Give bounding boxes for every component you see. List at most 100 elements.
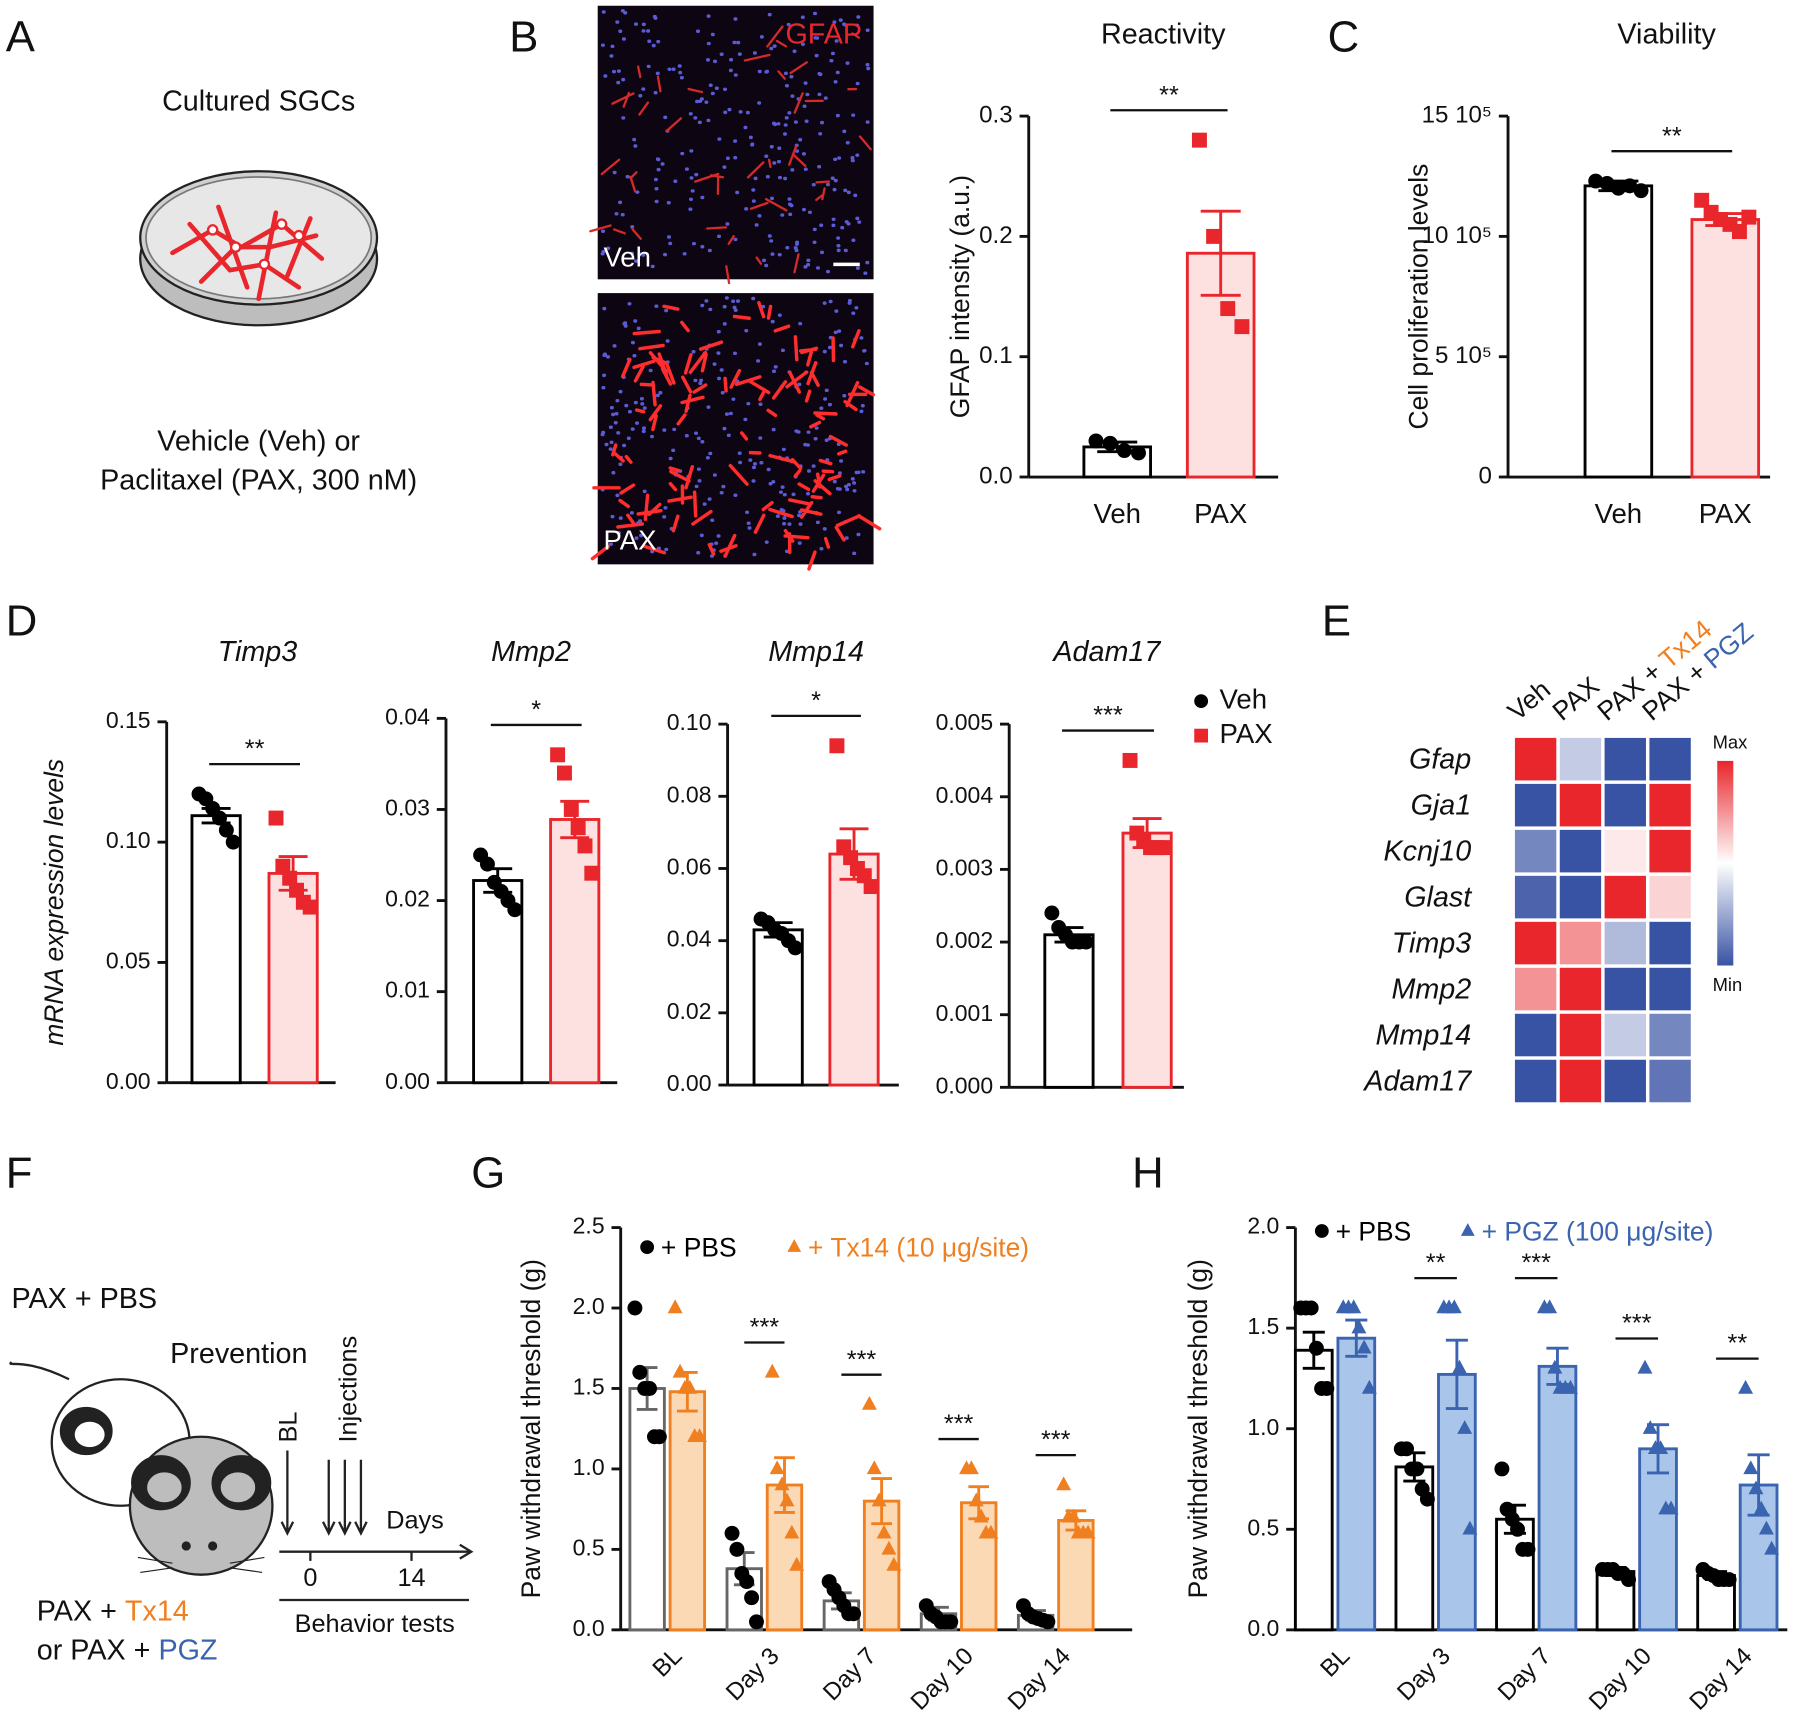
error-bar <box>1200 209 1241 297</box>
data-point <box>1308 1340 1324 1356</box>
data-point <box>863 879 879 895</box>
data-point <box>225 834 241 850</box>
data-point <box>1452 1359 1467 1374</box>
legend-marker <box>1460 1223 1475 1236</box>
y-tick-label: 0.08 <box>667 781 712 807</box>
data-point <box>769 1460 785 1475</box>
significance-label: *** <box>1521 1249 1551 1277</box>
y-tick-label: 1.0 <box>1247 1414 1279 1440</box>
data-point <box>943 1614 959 1630</box>
y-tick-label: 15 10⁵ <box>1422 101 1492 128</box>
x-tick-label: PAX <box>1699 498 1752 529</box>
bar <box>1121 831 1173 1089</box>
cell-body <box>275 218 288 230</box>
significance-label: *** <box>847 1346 877 1374</box>
data-point <box>1446 1299 1462 1314</box>
whiskers <box>137 1556 265 1573</box>
row-label: Kcnj10 <box>1383 835 1471 867</box>
timeline <box>279 1450 474 1602</box>
heatmap-cell <box>1604 737 1646 781</box>
legend-marker <box>1194 728 1209 743</box>
data-point <box>724 1525 740 1541</box>
cell-body <box>258 258 271 271</box>
data-point <box>1206 228 1222 244</box>
colorbar-label: Min <box>1713 974 1743 995</box>
panel-label: H <box>1132 1148 1164 1197</box>
heatmap-cell <box>1559 875 1602 919</box>
timeline-caption: Behavior tests <box>295 1610 455 1638</box>
time-tick-label: 14 <box>397 1564 425 1592</box>
legend-label: Veh <box>1220 683 1268 714</box>
data-point <box>1156 840 1172 856</box>
data-point <box>1319 1381 1335 1396</box>
data-point <box>861 1395 877 1410</box>
significance-label: ** <box>1426 1249 1446 1277</box>
micrograph-nuclei <box>600 9 871 558</box>
time-tick-label: 0 <box>303 1564 317 1592</box>
mouse-front <box>128 1435 274 1576</box>
error-bar <box>1747 1453 1770 1517</box>
y-tick-label: 5 10⁵ <box>1435 342 1492 369</box>
data-point <box>1610 180 1626 196</box>
y-tick-label: 0.00 <box>385 1068 430 1094</box>
heatmap-cell <box>1649 875 1691 919</box>
data-point <box>1738 1379 1754 1394</box>
data-point <box>1743 1460 1759 1475</box>
data-point <box>748 1614 764 1630</box>
significance-label: * <box>531 696 541 724</box>
cell <box>187 221 302 290</box>
cell-bodies <box>206 218 305 271</box>
ear-inner <box>72 1419 107 1450</box>
data-point <box>1542 1299 1558 1314</box>
heatmap-cell <box>1559 737 1602 781</box>
data-point <box>1563 1379 1578 1394</box>
legend-label: + Tx14 (10 μg/site) <box>808 1232 1029 1262</box>
arrow-head <box>459 1543 474 1560</box>
data-point <box>302 899 318 915</box>
data-point <box>764 1363 780 1378</box>
data-point <box>268 810 284 826</box>
heatmap-cell <box>1514 783 1557 827</box>
data-point <box>692 1428 708 1442</box>
row-label: Mmp2 <box>1391 973 1471 1005</box>
data-point <box>963 1460 979 1475</box>
tail <box>9 1361 70 1381</box>
heatmap-cell <box>1559 783 1602 827</box>
data-point <box>627 1300 643 1316</box>
data-point <box>1547 1359 1563 1374</box>
data-point <box>968 1492 984 1507</box>
y-axis-label: Cell proliferation levels <box>1404 164 1434 430</box>
y-tick-label: 0.02 <box>385 886 430 912</box>
heatmap-cell <box>1514 1013 1557 1057</box>
cell-body <box>206 224 219 236</box>
chart-title: Viability <box>1617 19 1716 51</box>
data-point <box>1122 752 1138 768</box>
bar <box>752 928 804 1087</box>
heatmap-cell <box>1514 921 1557 965</box>
data-point <box>1663 1500 1679 1515</box>
y-tick-label: 1.5 <box>1247 1313 1279 1339</box>
heatmap-cell <box>1514 875 1557 919</box>
bar <box>1583 184 1654 479</box>
data-point <box>1653 1440 1669 1455</box>
x-tick-label: PAX <box>1194 498 1247 529</box>
data-point <box>1753 1500 1769 1515</box>
heatmap-cell <box>1514 737 1557 781</box>
y-tick-label: 0 <box>1479 462 1492 489</box>
y-tick-label: 0.01 <box>385 977 430 1003</box>
data-point <box>744 1590 760 1606</box>
heatmap-cell <box>1559 921 1602 965</box>
data-point <box>682 1379 698 1394</box>
data-point <box>829 738 845 754</box>
data-point <box>1102 435 1118 451</box>
y-tick-label: 10 10⁵ <box>1422 222 1492 249</box>
ear-inner <box>144 1470 184 1505</box>
heatmap-cell <box>1649 737 1691 781</box>
data-point <box>739 1574 755 1590</box>
bar <box>1495 1517 1535 1632</box>
heatmap-cell <box>1649 1059 1691 1103</box>
group-label: PAX + PBS <box>12 1283 158 1315</box>
data-point <box>1741 209 1757 225</box>
data-point <box>1510 1521 1526 1537</box>
data-point <box>1191 132 1207 148</box>
